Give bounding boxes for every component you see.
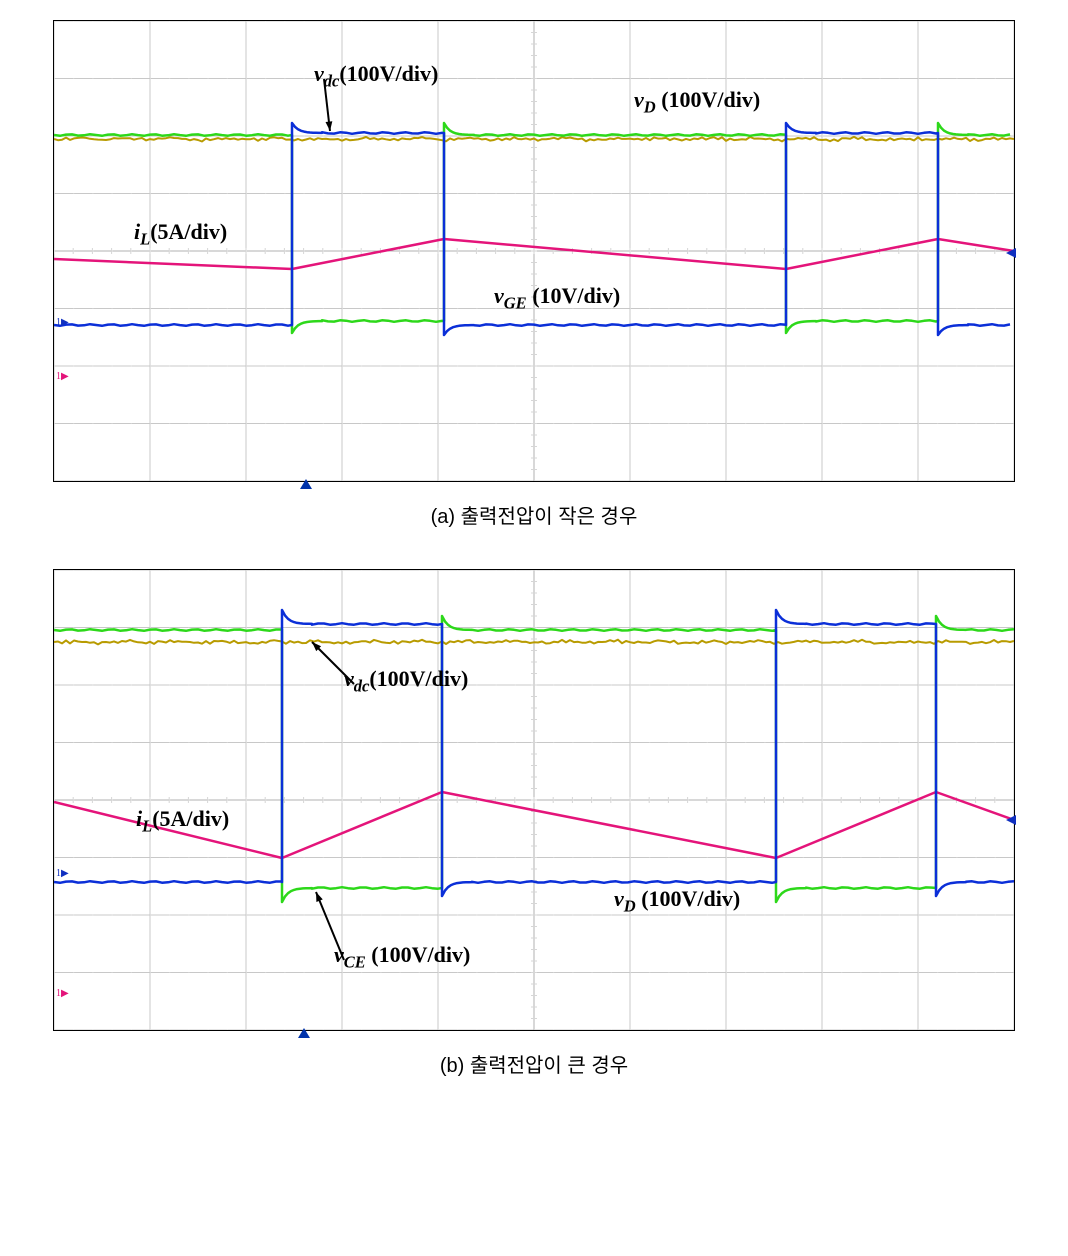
trigger-marker bbox=[298, 1028, 310, 1038]
channel-tag: 1▶ bbox=[56, 371, 69, 382]
waveform-label: vdc(100V/div) bbox=[344, 666, 468, 696]
right-level-marker bbox=[1006, 815, 1016, 825]
waveform-label: vdc(100V/div) bbox=[314, 61, 438, 91]
waveform-label: iL(5A/div) bbox=[136, 806, 229, 836]
caption-a: (a) 출력전압이 작은 경우 bbox=[20, 500, 1048, 529]
waveform-label: vCE (100V/div) bbox=[334, 942, 470, 972]
scope-panel-a: 1▶ 1▶ vdc(100V/div) vD (100V/div) iL(5A/div)… bbox=[53, 20, 1015, 482]
channel-tag: 1▶ bbox=[56, 868, 69, 879]
channel-tag: 1▶ bbox=[56, 317, 69, 328]
scope-svg-a bbox=[54, 21, 1014, 481]
waveform-label: iL(5A/div) bbox=[134, 219, 227, 249]
waveform-label: vD (100V/div) bbox=[614, 886, 740, 916]
scope-panel-b: 1▶ 1▶ vdc(100V/div) iL(5A/div) vD (100V/div)… bbox=[53, 569, 1015, 1031]
waveform-label: vD (100V/div) bbox=[634, 87, 760, 117]
channel-tag: 1▶ bbox=[56, 988, 69, 999]
caption-b: (b) 출력전압이 큰 경우 bbox=[20, 1049, 1048, 1078]
trigger-marker bbox=[300, 479, 312, 489]
figure-container: 1▶ 1▶ vdc(100V/div) vD (100V/div) iL(5A/div)… bbox=[20, 20, 1048, 1078]
waveform-label: vGE (10V/div) bbox=[494, 283, 620, 313]
scope-svg-b bbox=[54, 570, 1014, 1030]
right-level-marker bbox=[1006, 248, 1016, 258]
